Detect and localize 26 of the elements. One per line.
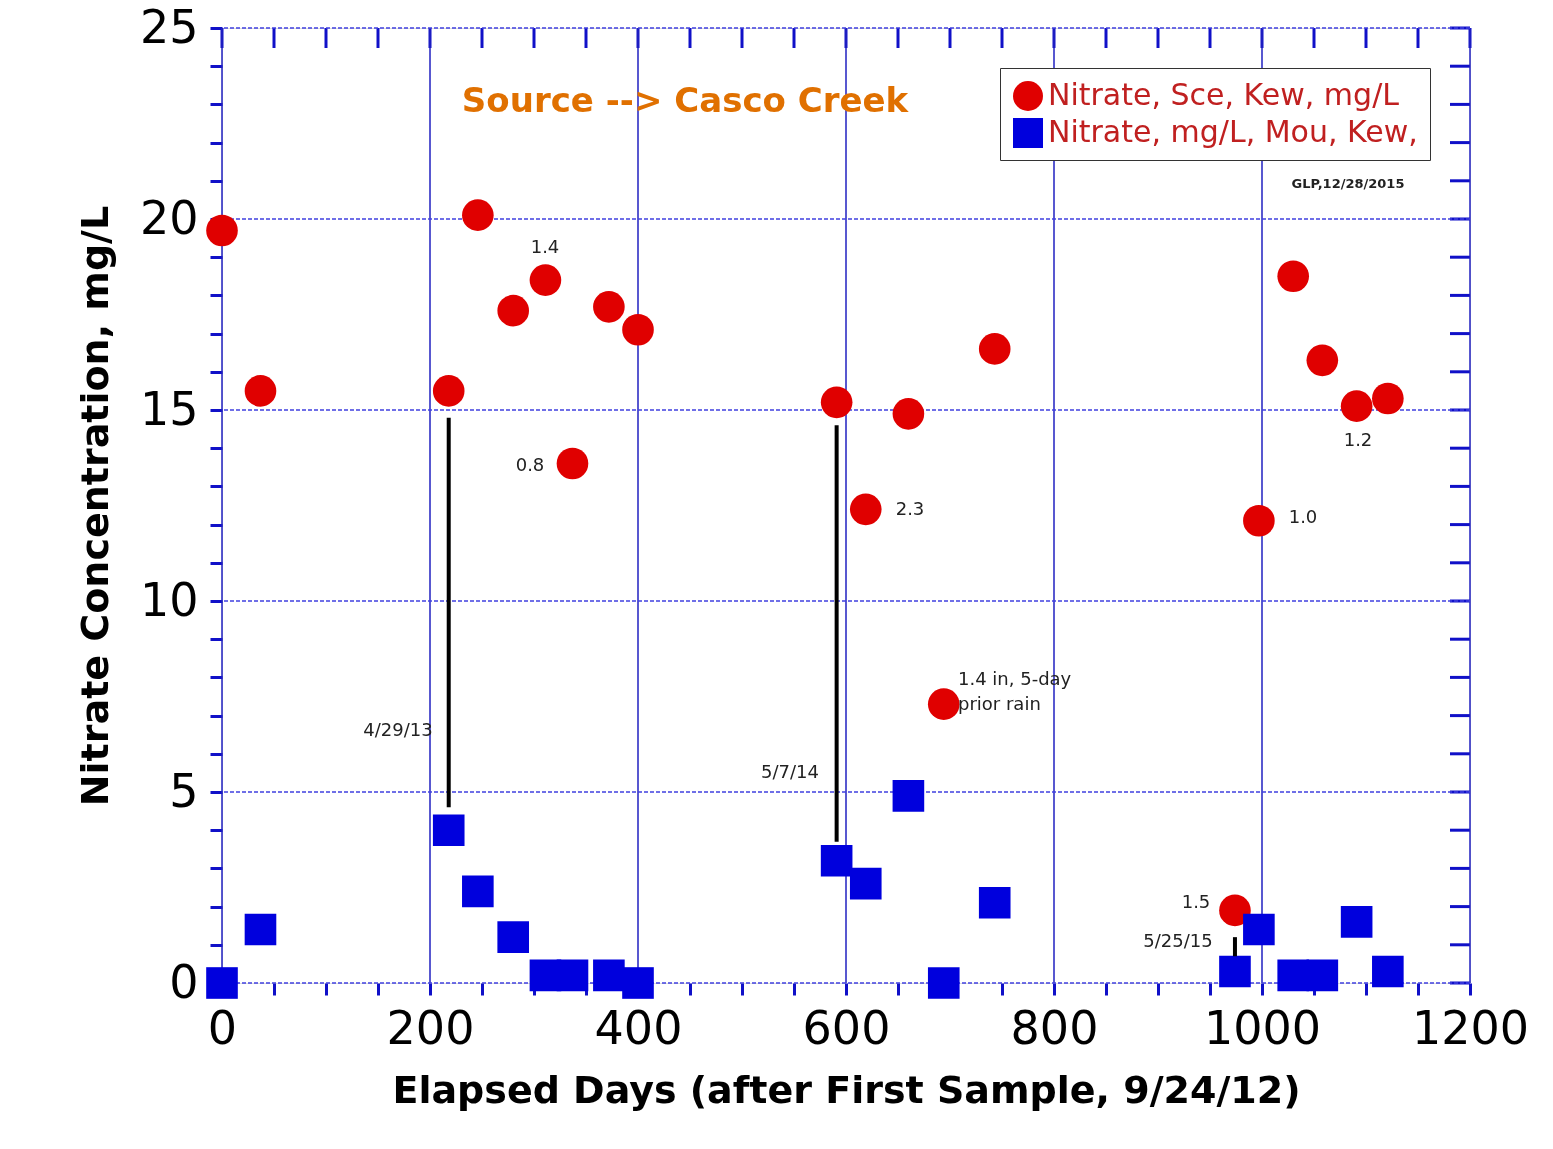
legend-label: Nitrate, mg/L, Mou, Kew, (1048, 114, 1418, 149)
annotation: 1.4 (530, 236, 560, 257)
y-tick-label: 5 (169, 763, 199, 818)
y-tick-label: 10 (139, 572, 199, 627)
x-tick-label: 400 (594, 1000, 683, 1055)
y-axis-title: Nitrate Concentration, mg/L (72, 205, 117, 807)
legend-label: Nitrate, Sce, Kew, mg/L (1048, 77, 1400, 112)
y-tick-label: 25 (139, 0, 199, 54)
x-tick-label: 600 (802, 1000, 891, 1055)
x-tick-label: 1000 (1203, 1000, 1322, 1055)
y-tick-label: 0 (169, 954, 199, 1009)
annotation: 0.8 (515, 454, 545, 475)
annotation: 1.0 (1288, 506, 1318, 527)
x-axis-title: Elapsed Days (after First Sample, 9/24/12) (392, 1067, 1301, 1112)
annotation: 1.5 (1181, 891, 1211, 912)
annotation: GLP,12/28/2015 (1291, 176, 1405, 191)
y-tick-label: 15 (139, 381, 199, 436)
annotation: 1.2 (1343, 429, 1373, 450)
x-tick-label: 800 (1010, 1000, 1099, 1055)
annotation: 5/7/14 (761, 761, 819, 782)
x-tick-label: 200 (386, 1000, 475, 1055)
annotation: 2.3 (895, 498, 925, 519)
x-tick-label: 1200 (1411, 1000, 1530, 1055)
annotation: 5/25/15 (1143, 930, 1213, 951)
y-tick-label: 20 (139, 190, 199, 245)
x-tick-label: 0 (207, 1000, 238, 1055)
